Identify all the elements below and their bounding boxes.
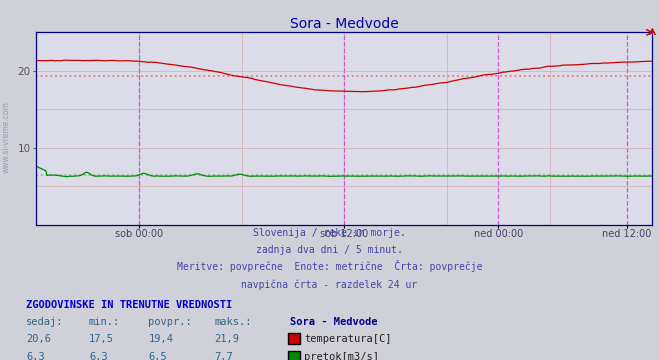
Text: www.si-vreme.com: www.si-vreme.com bbox=[2, 101, 11, 173]
Text: sedaj:: sedaj: bbox=[26, 317, 64, 327]
Text: Meritve: povprečne  Enote: metrične  Črta: povprečje: Meritve: povprečne Enote: metrične Črta:… bbox=[177, 260, 482, 273]
Text: 20,6: 20,6 bbox=[26, 334, 51, 345]
Text: 6,3: 6,3 bbox=[89, 352, 107, 360]
Title: Sora - Medvode: Sora - Medvode bbox=[290, 17, 399, 31]
Text: 6,3: 6,3 bbox=[26, 352, 45, 360]
Text: 17,5: 17,5 bbox=[89, 334, 114, 345]
Text: pretok[m3/s]: pretok[m3/s] bbox=[304, 352, 380, 360]
Text: povpr.:: povpr.: bbox=[148, 317, 192, 327]
Text: Sora - Medvode: Sora - Medvode bbox=[290, 317, 378, 327]
Text: ZGODOVINSKE IN TRENUTNE VREDNOSTI: ZGODOVINSKE IN TRENUTNE VREDNOSTI bbox=[26, 300, 233, 310]
Text: 21,9: 21,9 bbox=[214, 334, 239, 345]
Text: min.:: min.: bbox=[89, 317, 120, 327]
Text: 7,7: 7,7 bbox=[214, 352, 233, 360]
Text: navpična črta - razdelek 24 ur: navpična črta - razdelek 24 ur bbox=[241, 279, 418, 290]
Text: Slovenija / reke in morje.: Slovenija / reke in morje. bbox=[253, 228, 406, 238]
Text: maks.:: maks.: bbox=[214, 317, 252, 327]
Text: zadnja dva dni / 5 minut.: zadnja dva dni / 5 minut. bbox=[256, 245, 403, 255]
Text: 6,5: 6,5 bbox=[148, 352, 167, 360]
Text: 19,4: 19,4 bbox=[148, 334, 173, 345]
Text: temperatura[C]: temperatura[C] bbox=[304, 334, 392, 345]
